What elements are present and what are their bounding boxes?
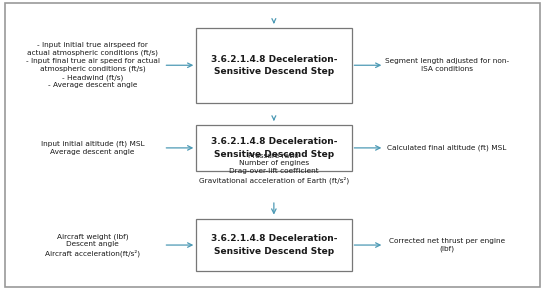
Text: Segment length adjusted for non-
ISA conditions: Segment length adjusted for non- ISA con…	[385, 58, 509, 72]
Text: Pressure ratio
Number of engines
Drag-over-lift coefficient
Gravitational accele: Pressure ratio Number of engines Drag-ov…	[199, 153, 349, 184]
FancyBboxPatch shape	[5, 3, 540, 287]
Text: Input initial altitude (ft) MSL
Average descent angle: Input initial altitude (ft) MSL Average …	[41, 141, 144, 155]
Text: 3.6.2.1.4.8 Deceleration-
Sensitive Descend Step: 3.6.2.1.4.8 Deceleration- Sensitive Desc…	[210, 55, 337, 76]
Text: 3.6.2.1.4.8 Deceleration-
Sensitive Descend Step: 3.6.2.1.4.8 Deceleration- Sensitive Desc…	[210, 234, 337, 256]
FancyBboxPatch shape	[196, 28, 352, 103]
FancyBboxPatch shape	[196, 219, 352, 271]
Text: Calculated final altitude (ft) MSL: Calculated final altitude (ft) MSL	[387, 145, 507, 151]
Text: Corrected net thrust per engine
(lbf): Corrected net thrust per engine (lbf)	[389, 238, 505, 252]
Text: Aircraft weight (lbf)
Descent angle
Aircraft acceleration(ft/s²): Aircraft weight (lbf) Descent angle Airc…	[45, 233, 140, 257]
FancyBboxPatch shape	[196, 125, 352, 171]
Text: - Input initial true airspeed for
actual atmospheric conditions (ft/s)
- Input f: - Input initial true airspeed for actual…	[26, 42, 160, 88]
Text: 3.6.2.1.4.8 Deceleration-
Sensitive Descend Step: 3.6.2.1.4.8 Deceleration- Sensitive Desc…	[210, 137, 337, 159]
